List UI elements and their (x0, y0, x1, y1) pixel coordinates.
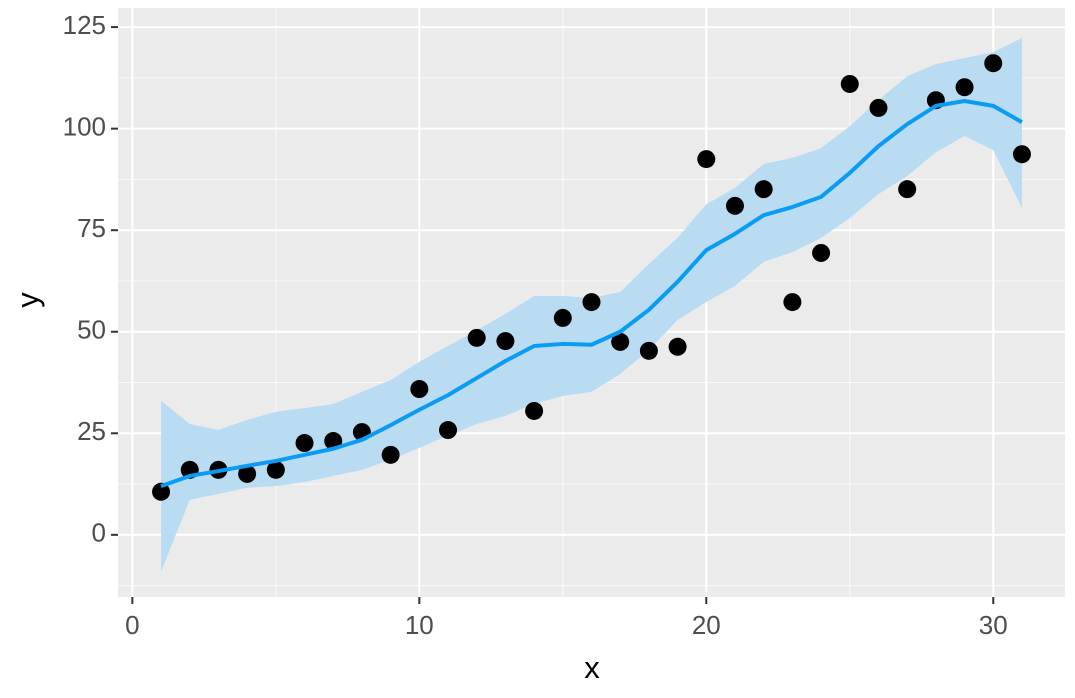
point (295, 434, 314, 453)
y-tick-label: 75 (77, 213, 106, 243)
point (869, 98, 888, 117)
y-axis-title: y (10, 292, 45, 308)
marks (152, 38, 1031, 572)
point (754, 180, 773, 199)
x-tick-label: 30 (979, 610, 1008, 640)
y-tick-label: 25 (77, 416, 106, 446)
point (381, 445, 400, 464)
y-tick-label: 50 (77, 315, 106, 345)
point (725, 196, 744, 215)
point (668, 337, 687, 356)
point (496, 332, 515, 351)
x-tick-label: 10 (405, 610, 434, 640)
point (984, 54, 1003, 73)
point (553, 308, 572, 327)
point (467, 328, 486, 347)
point (152, 482, 171, 501)
x-axis-title: x (584, 650, 600, 685)
y-tick-label: 0 (92, 518, 106, 548)
point (582, 293, 601, 312)
point (266, 460, 285, 479)
point (611, 332, 630, 351)
point (525, 401, 544, 420)
x-tick-label: 20 (692, 610, 721, 640)
point (840, 74, 859, 93)
point (1012, 145, 1031, 164)
point (783, 293, 802, 312)
x-tick-label: 0 (125, 610, 139, 640)
point (410, 380, 429, 399)
point (955, 78, 974, 97)
y-tick-label: 100 (63, 112, 106, 142)
point (898, 180, 917, 199)
point (439, 421, 458, 440)
point (639, 341, 658, 360)
point (812, 243, 831, 262)
point (238, 464, 257, 483)
smooth-line (160, 99, 1023, 488)
y-tick-label: 125 (63, 10, 106, 40)
point (697, 150, 716, 169)
grid (118, 8, 1065, 597)
